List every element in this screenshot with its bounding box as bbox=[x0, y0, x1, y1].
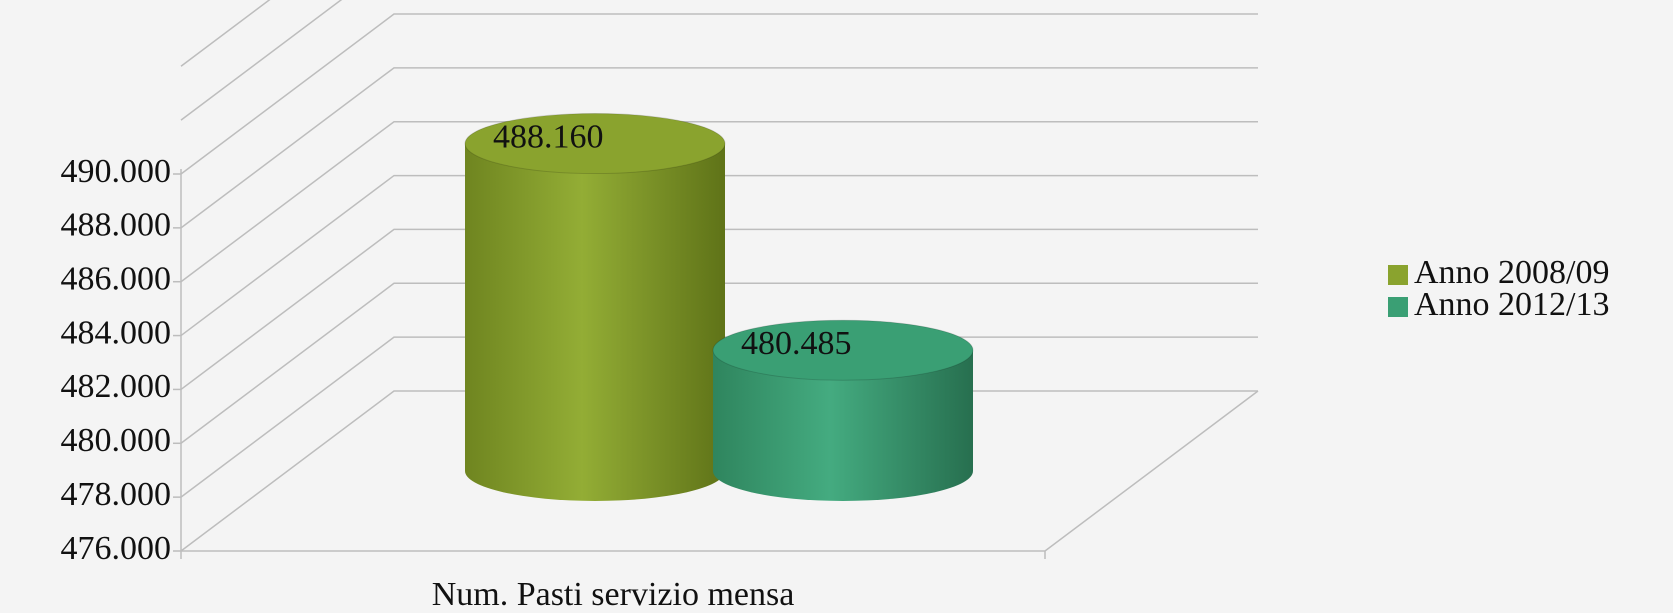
grid-line bbox=[180, 120, 1258, 283]
wall-line bbox=[180, 0, 343, 121]
y-tick-label: 476.000 bbox=[61, 530, 172, 567]
grid-line bbox=[180, 13, 1258, 175]
legend-swatch bbox=[1388, 265, 1408, 285]
y-tick-label: 484.000 bbox=[61, 314, 172, 351]
grid-line bbox=[180, 228, 1258, 391]
grid-line bbox=[180, 336, 1258, 498]
wall-line bbox=[180, 0, 271, 67]
y-tick-label: 480.000 bbox=[61, 422, 172, 459]
grid-line bbox=[180, 174, 1258, 337]
cylinder-top bbox=[464, 113, 726, 175]
data-label: 480.485 bbox=[741, 325, 852, 362]
x-axis-label: Num. Pasti servizio mensa bbox=[432, 576, 795, 613]
cylinder-body bbox=[465, 143, 725, 501]
grid-line bbox=[180, 282, 1258, 444]
y-tick-label: 488.000 bbox=[61, 207, 172, 244]
legend-swatch bbox=[1388, 297, 1408, 317]
legend-label: Anno 2008/09 bbox=[1414, 254, 1610, 291]
data-label: 488.160 bbox=[493, 118, 604, 155]
y-tick-label: 482.000 bbox=[61, 368, 172, 405]
cylinder-body bbox=[713, 350, 973, 501]
y-tick-label: 478.000 bbox=[61, 476, 172, 513]
grid-line bbox=[180, 67, 1258, 229]
y-tick-label: 486.000 bbox=[61, 261, 172, 298]
legend-label: Anno 2012/13 bbox=[1414, 286, 1610, 323]
y-tick-label: 490.000 bbox=[61, 153, 172, 190]
cylinder-top bbox=[712, 319, 974, 381]
